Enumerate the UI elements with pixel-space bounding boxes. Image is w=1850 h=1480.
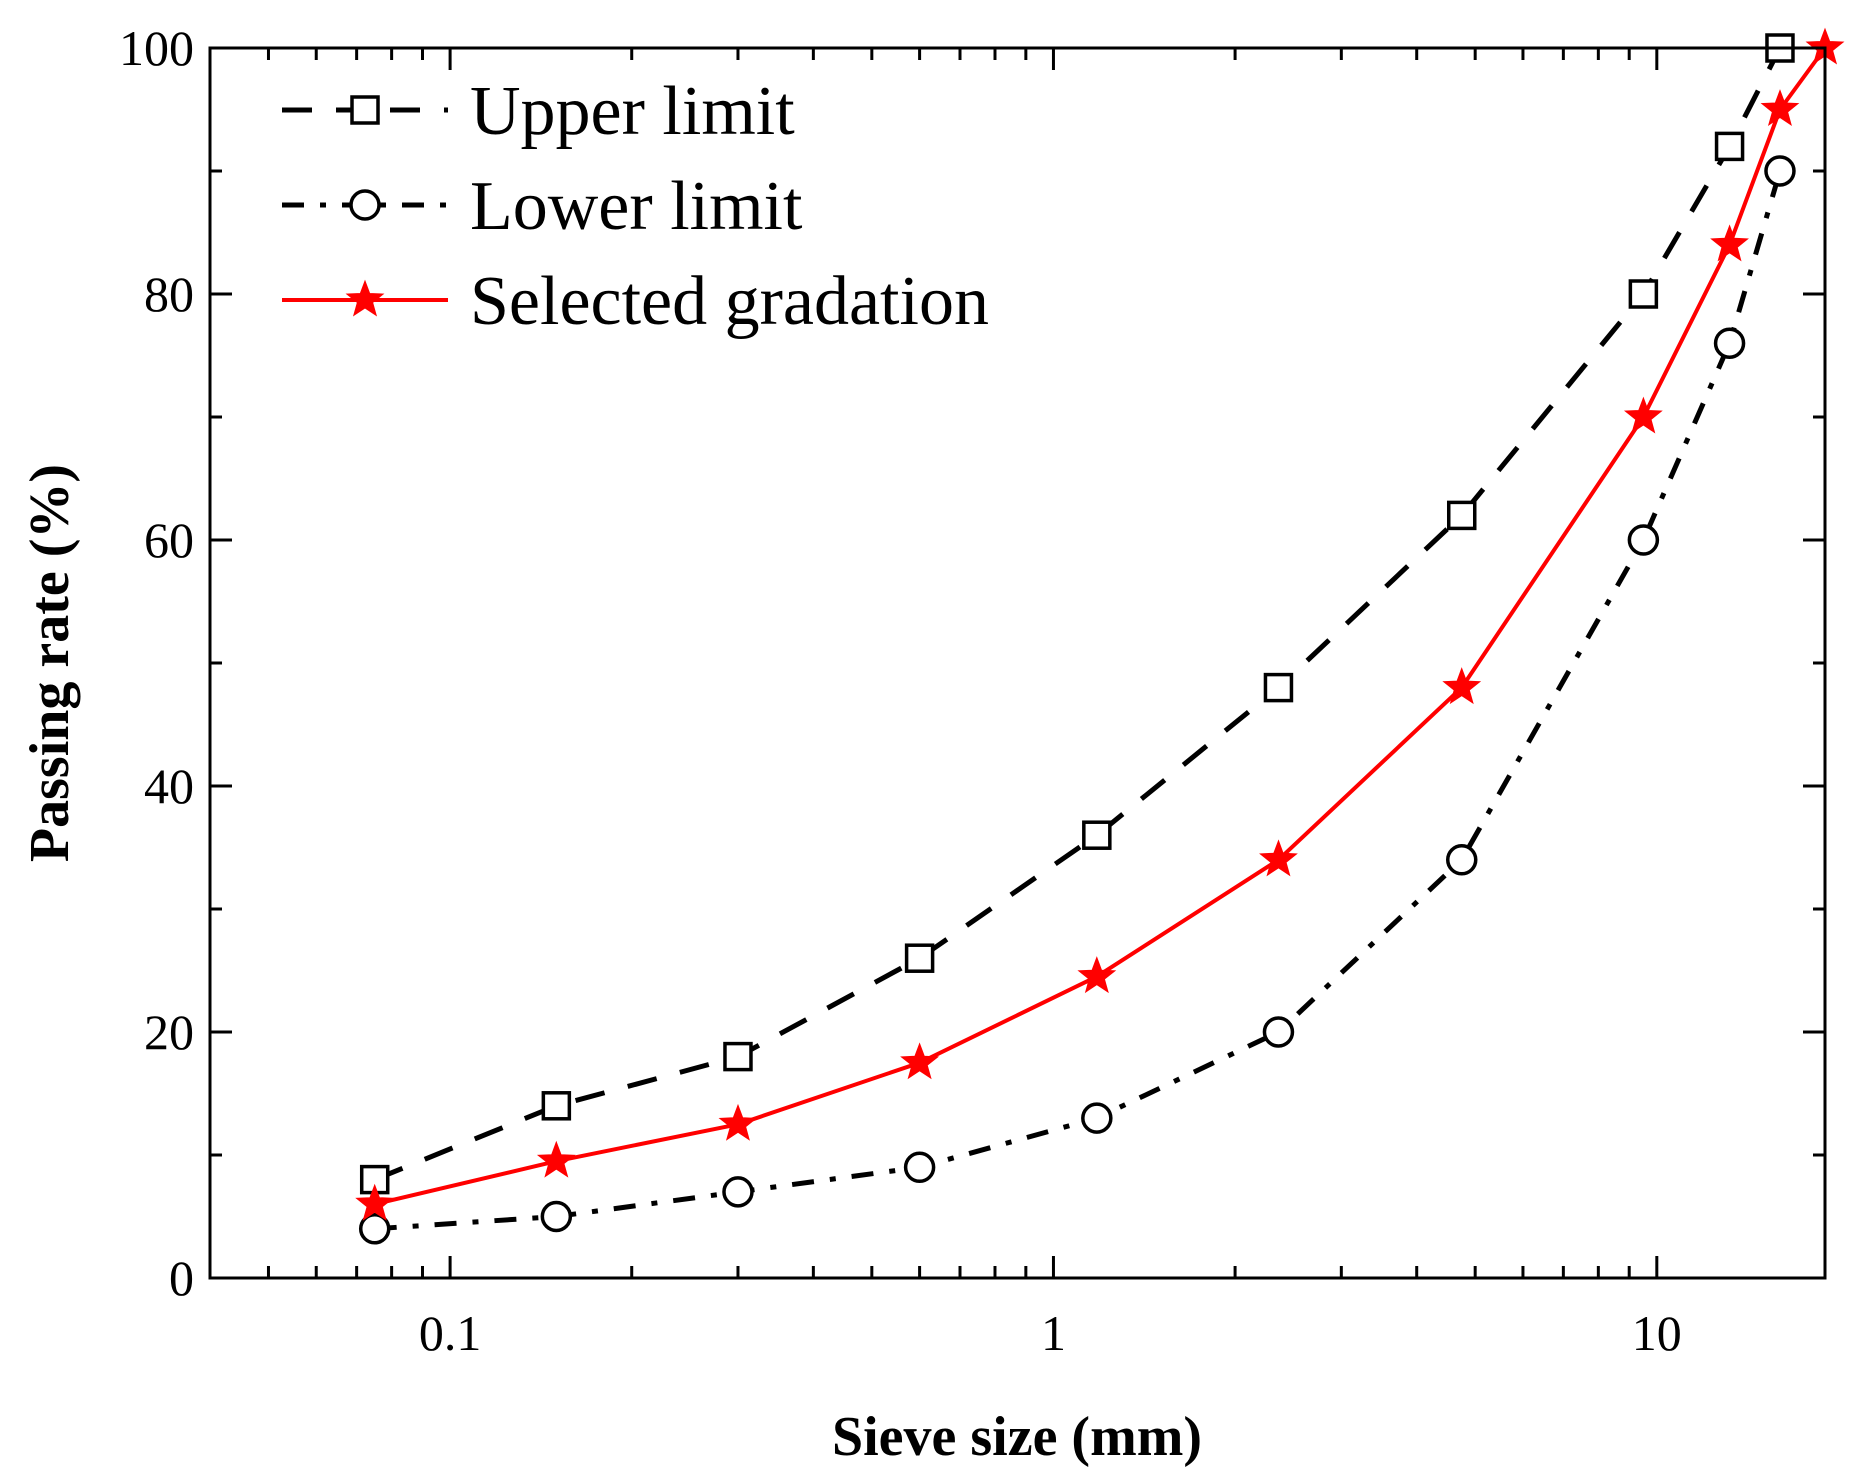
y-tick-label: 80 <box>144 266 194 322</box>
legend-label-selected-gradation: Selected gradation <box>470 263 989 340</box>
data-point-upper-limit <box>1446 500 1477 531</box>
data-point-lower-limit <box>722 1176 754 1208</box>
data-point-selected-gradation <box>1623 396 1663 434</box>
data-point-lower-limit <box>1262 1016 1295 1048</box>
x-tick-label: 0.1 <box>419 1305 482 1361</box>
legend: Upper limit Lower limit Selected gradation <box>282 73 989 340</box>
data-point-lower-limit <box>1081 1102 1113 1134</box>
series-line-upper-limit <box>373 46 1783 1182</box>
y-tick-label: 0 <box>169 1250 194 1306</box>
data-point-lower-limit <box>358 1213 391 1245</box>
data-point-upper-limit <box>723 1041 753 1072</box>
data-point-upper-limit <box>541 1091 572 1121</box>
data-point-selected-gradation <box>900 1042 940 1080</box>
legend-marker-selected-gradation <box>345 279 385 317</box>
data-point-lower-limit <box>1764 155 1796 187</box>
data-point-upper-limit <box>904 943 935 973</box>
plot-frame <box>208 46 1827 1280</box>
x-tick-label: 10 <box>1632 1305 1682 1361</box>
series-lower-limit <box>358 155 1796 1245</box>
series-layer <box>355 27 1845 1245</box>
data-point-lower-limit <box>1713 327 1746 359</box>
data-point-lower-limit <box>1445 844 1478 876</box>
series-selected-gradation <box>355 27 1845 1221</box>
legend-item-upper-limit: Upper limit <box>282 73 795 150</box>
data-point-lower-limit <box>1627 524 1660 556</box>
y-tick-label: 100 <box>119 20 194 76</box>
data-point-lower-limit <box>903 1151 936 1184</box>
data-point-selected-gradation <box>718 1103 758 1141</box>
y-axis-title: Passing rate (%) <box>19 464 81 862</box>
x-axis-title: Sieve size (mm) <box>832 1406 1202 1468</box>
data-point-selected-gradation <box>536 1140 576 1178</box>
data-point-selected-gradation <box>1077 956 1117 994</box>
data-point-selected-gradation <box>1760 89 1800 127</box>
data-point-upper-limit <box>1263 672 1294 703</box>
series-line-lower-limit <box>374 170 1783 1232</box>
legend-item-lower-limit: Lower limit <box>282 168 803 245</box>
major-ticks <box>210 46 1825 1280</box>
legend-marker-lower-limit <box>349 189 381 221</box>
x-tick-label: 1 <box>1041 1305 1066 1361</box>
data-point-selected-gradation <box>1442 667 1482 705</box>
legend-label-lower-limit: Lower limit <box>470 168 803 245</box>
data-point-selected-gradation <box>1710 224 1749 262</box>
data-point-lower-limit <box>540 1200 573 1233</box>
data-point-upper-limit <box>1082 820 1112 850</box>
data-point-selected-gradation <box>355 1183 395 1221</box>
data-point-selected-gradation <box>1259 839 1298 877</box>
y-tick-label: 20 <box>144 1004 194 1060</box>
legend-item-selected-gradation: Selected gradation <box>282 263 989 340</box>
y-tick-label: 40 <box>144 758 194 814</box>
minor-ticks <box>210 48 1825 1278</box>
y-tick-label: 60 <box>144 512 194 568</box>
series-upper-limit <box>359 33 1795 1195</box>
legend-label-upper-limit: Upper limit <box>470 73 795 150</box>
data-point-upper-limit <box>1714 131 1745 162</box>
data-point-upper-limit <box>1628 279 1659 309</box>
legend-marker-upper-limit <box>350 95 380 125</box>
